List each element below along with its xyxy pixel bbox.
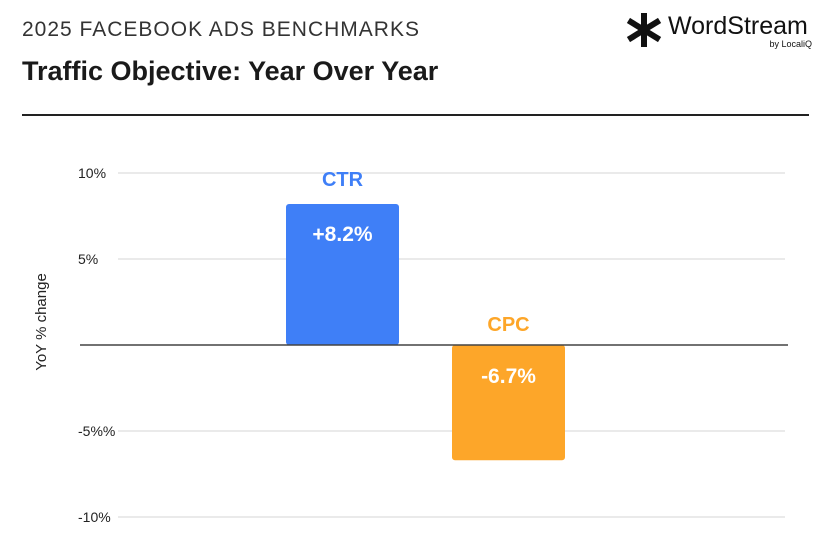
wordstream-logo: WordStream by LocaliQ (626, 12, 826, 52)
y-tick-label: -10% (78, 509, 111, 525)
logo-text: WordStream (668, 12, 808, 40)
bar-cpc (452, 345, 565, 461)
wordstream-logo-icon (626, 13, 662, 47)
y-tick-label: 10% (78, 165, 106, 181)
chart-title: Traffic Objective: Year Over Year (22, 56, 439, 86)
y-axis-label: YoY % change (33, 273, 50, 371)
data-label: -6.7% (481, 365, 536, 388)
data-label: +8.2% (312, 223, 372, 246)
y-tick-label: 5% (78, 251, 98, 267)
bar-ctr (286, 203, 399, 345)
y-tick-label: -5%% (78, 423, 115, 439)
divider (22, 114, 809, 116)
logo-subtext: by LocaliQ (769, 39, 812, 49)
category-label-ctr: CTR (322, 169, 364, 191)
category-label-cpc: CPC (487, 314, 529, 336)
kicker-title: 2025 FACEBOOK ADS BENCHMARKS (22, 18, 420, 41)
